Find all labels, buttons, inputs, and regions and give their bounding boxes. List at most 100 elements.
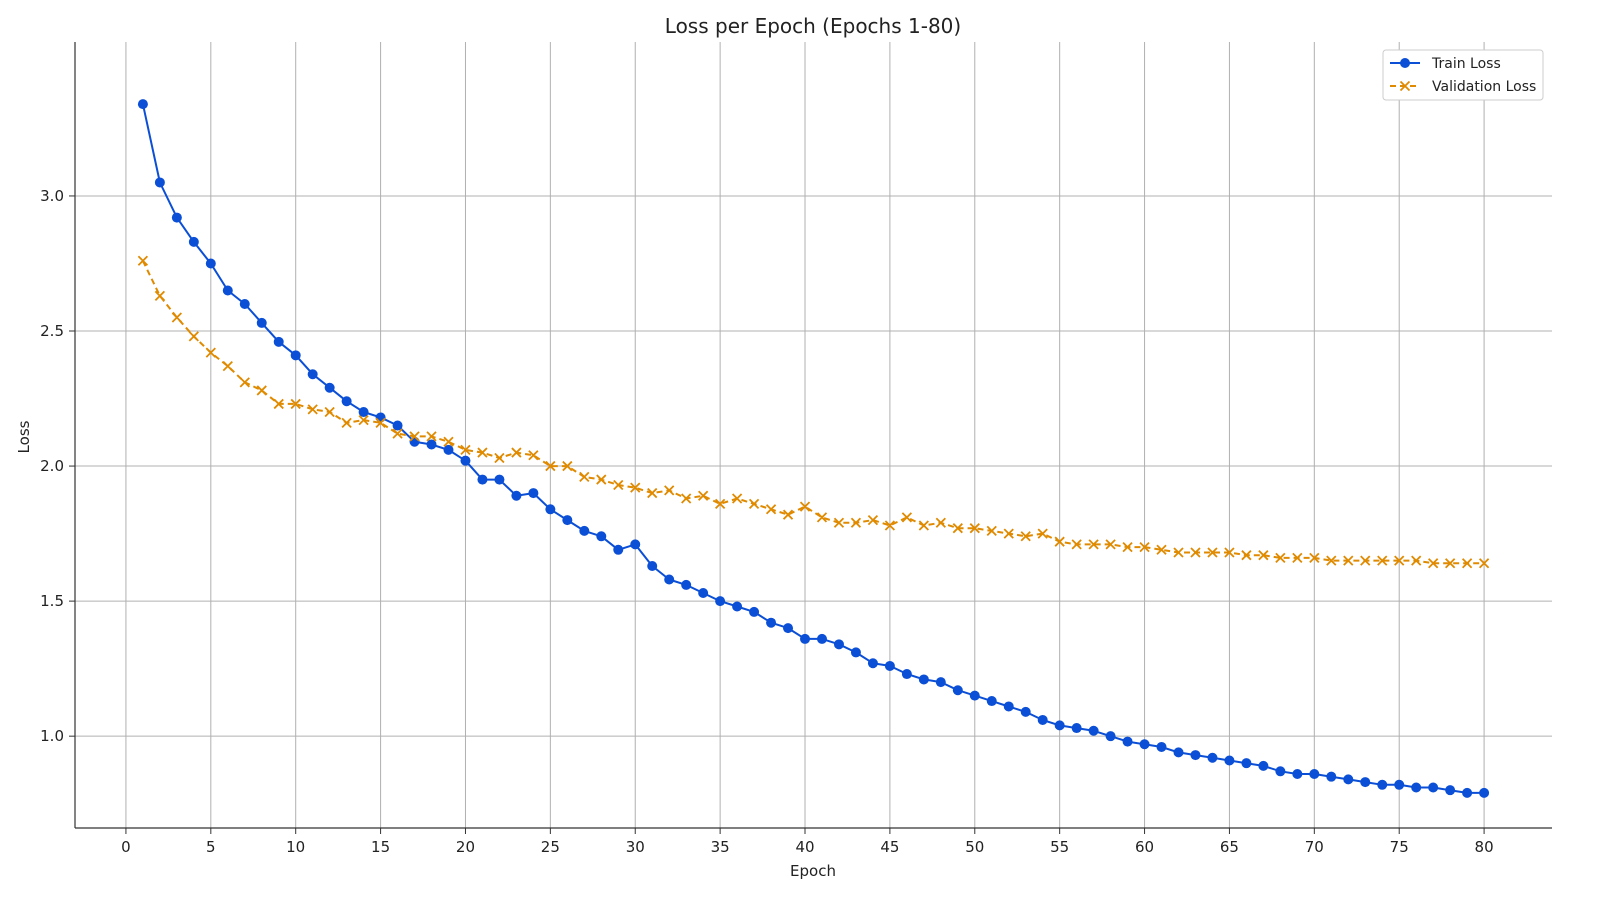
x-tick-label: 45 — [880, 838, 899, 856]
data-point-train-loss — [324, 382, 335, 393]
data-point-train-loss — [867, 658, 878, 669]
data-point-validation-loss — [1461, 558, 1473, 569]
grid-lines — [75, 42, 1552, 828]
data-point-validation-loss — [1071, 539, 1082, 550]
data-point-train-loss — [850, 647, 861, 658]
data-point-train-loss — [1139, 739, 1150, 750]
data-point-validation-loss — [494, 452, 505, 464]
data-point-validation-loss — [969, 523, 980, 534]
data-point-train-loss — [816, 633, 827, 644]
legend-train-marker — [1400, 58, 1410, 68]
data-point-train-loss — [833, 639, 844, 650]
data-point-validation-loss — [850, 517, 862, 528]
data-point-train-loss — [1190, 750, 1201, 761]
data-point-validation-loss — [205, 347, 216, 358]
data-point-validation-loss — [698, 490, 709, 501]
data-point-validation-loss — [901, 512, 913, 523]
x-tick-label: 10 — [286, 838, 305, 856]
data-point-validation-loss — [1309, 552, 1320, 564]
x-tick-label: 0 — [121, 838, 131, 856]
data-point-train-loss — [460, 455, 471, 466]
data-point-train-loss — [528, 488, 539, 499]
data-point-train-loss — [935, 677, 946, 688]
data-point-validation-loss — [171, 312, 182, 323]
data-point-validation-loss — [409, 431, 420, 442]
x-tick-label: 70 — [1305, 838, 1324, 856]
data-point-validation-loss — [1394, 555, 1405, 566]
x-tick-label: 35 — [711, 838, 730, 856]
data-point-train-loss — [426, 439, 437, 450]
x-tick-label: 30 — [626, 838, 645, 856]
y-tick-label: 2.5 — [40, 322, 64, 340]
data-point-validation-loss — [884, 520, 896, 531]
legend-box — [1382, 49, 1544, 101]
data-point-train-loss — [952, 685, 963, 696]
data-point-train-loss — [1411, 782, 1422, 793]
x-tick-label: 65 — [1220, 838, 1239, 856]
data-point-train-loss — [307, 369, 318, 380]
data-point-train-loss — [239, 299, 250, 309]
data-point-train-loss — [1292, 768, 1303, 779]
data-point-validation-loss — [630, 482, 641, 493]
data-point-train-loss — [171, 212, 182, 223]
data-point-validation-loss — [154, 290, 166, 302]
data-point-validation-loss — [443, 436, 454, 447]
data-point-train-loss — [1377, 779, 1388, 790]
data-point-validation-loss — [1207, 547, 1218, 558]
data-point-train-loss — [918, 674, 929, 685]
data-point-validation-loss — [137, 255, 149, 266]
axis-spines — [74, 42, 1552, 829]
data-point-train-loss — [579, 525, 590, 536]
data-point-validation-loss — [765, 504, 777, 515]
data-point-train-loss — [766, 617, 777, 628]
legend-validation-marker — [1399, 80, 1411, 92]
x-tick-label: 55 — [1050, 838, 1069, 856]
data-point-train-loss — [1122, 736, 1133, 747]
data-point-train-loss — [800, 633, 811, 644]
data-point-validation-loss — [1258, 550, 1269, 561]
data-point-validation-loss — [1122, 541, 1133, 553]
data-point-train-loss — [647, 561, 658, 571]
series-train-loss — [137, 99, 1490, 798]
data-point-validation-loss — [748, 498, 760, 510]
legend-label-validation: Validation Loss — [1432, 79, 1536, 95]
data-point-validation-loss — [392, 428, 403, 439]
x-tick-label: 80 — [1475, 838, 1494, 856]
x-tick-label: 40 — [795, 838, 814, 856]
data-point-validation-loss — [918, 520, 929, 531]
data-point-train-loss — [1445, 785, 1456, 796]
x-tick-label: 15 — [371, 838, 390, 856]
data-point-validation-loss — [1326, 555, 1337, 566]
data-point-validation-loss — [664, 485, 675, 496]
data-point-validation-loss — [1275, 552, 1286, 564]
data-point-validation-loss — [986, 525, 997, 537]
data-point-train-loss — [901, 669, 912, 680]
data-point-train-loss — [884, 660, 895, 671]
series-validation-loss — [137, 255, 1490, 569]
series-layer — [137, 99, 1490, 798]
x-tick-label: 20 — [456, 838, 475, 856]
data-point-validation-loss — [1428, 558, 1439, 569]
data-point-validation-loss — [1478, 558, 1490, 569]
data-point-validation-loss — [816, 512, 828, 523]
data-point-train-loss — [732, 601, 743, 612]
x-tick-label: 50 — [965, 838, 984, 856]
data-point-train-loss — [375, 412, 386, 423]
x-tick-label: 5 — [206, 838, 216, 856]
data-point-train-loss — [630, 539, 641, 550]
data-point-train-loss — [1020, 706, 1031, 717]
data-point-train-loss — [969, 690, 980, 701]
data-point-train-loss — [511, 490, 522, 501]
chart-title: Loss per Epoch (Epochs 1-80) — [665, 14, 961, 38]
data-point-validation-loss — [1139, 541, 1150, 553]
data-point-validation-loss — [579, 471, 590, 483]
data-point-validation-loss — [1241, 550, 1252, 561]
series-line-validation-loss — [141, 260, 1485, 565]
y-tick-label: 1.0 — [40, 727, 64, 745]
data-point-train-loss — [1003, 701, 1014, 712]
data-point-train-loss — [1309, 768, 1320, 779]
data-point-train-loss — [1156, 741, 1167, 752]
x-tick-label: 75 — [1390, 838, 1409, 856]
data-point-validation-loss — [1377, 555, 1388, 566]
data-point-validation-loss — [290, 398, 301, 410]
